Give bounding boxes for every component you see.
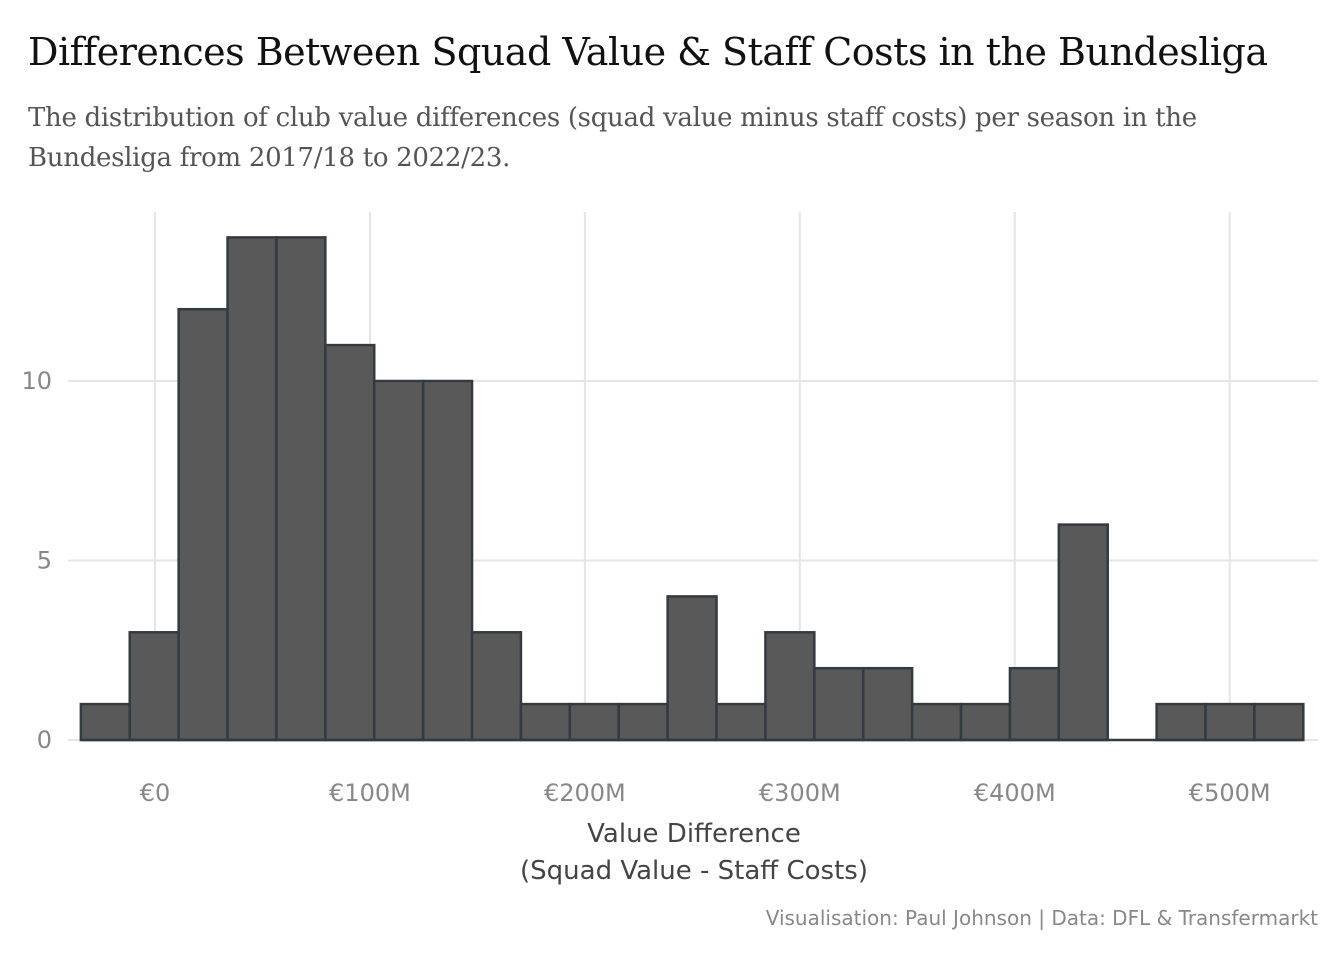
histogram-bar (568, 702, 620, 742)
chart-caption: Visualisation: Paul Johnson | Data: DFL … (765, 906, 1318, 930)
histogram-bar (1204, 702, 1256, 742)
x-tick-label: €300M (759, 779, 841, 807)
histogram-bar (715, 702, 767, 742)
histogram-bar (226, 236, 278, 742)
y-tick-label: 10 (21, 367, 52, 395)
histogram-bar (421, 379, 474, 742)
histogram-bar (764, 631, 816, 742)
y-tick-label: 5 (37, 547, 52, 575)
x-tick-label: €200M (544, 779, 626, 807)
histogram-bar (1008, 666, 1061, 742)
histogram-bars (79, 236, 1305, 742)
histogram-bar (470, 631, 523, 742)
y-axis-ticks: 0 5 10 (21, 367, 52, 754)
chart-title: Differences Between Squad Value & Staff … (28, 30, 1268, 74)
histogram-bar (1253, 702, 1305, 742)
x-axis-ticks: €0 €100M €200M €300M €400M €500M (140, 779, 1271, 807)
histogram-bar (324, 343, 376, 742)
histogram-bar (666, 595, 718, 742)
x-axis-title-line1: Value Difference (587, 819, 801, 849)
x-axis-title-line2: (Squad Value - Staff Costs) (520, 856, 868, 886)
chart-subtitle: The distribution of club value differenc… (28, 103, 1197, 173)
histogram-bar (1155, 702, 1207, 742)
x-tick-label: €400M (974, 779, 1056, 807)
x-tick-label: €100M (329, 779, 411, 807)
histogram-bar (910, 702, 963, 742)
histogram-bar (813, 666, 865, 742)
histogram-bar (275, 236, 327, 742)
histogram-bar (519, 702, 572, 742)
histogram-bar (177, 307, 229, 742)
histogram-bar (617, 702, 669, 742)
histogram-bar (861, 666, 914, 742)
y-tick-label: 0 (37, 726, 52, 754)
x-tick-label: €500M (1189, 779, 1271, 807)
x-tick-label: €0 (140, 779, 171, 807)
histogram-bar (128, 631, 180, 742)
histogram-bar (372, 379, 425, 742)
histogram-bar (959, 702, 1012, 742)
histogram-bar (1057, 523, 1109, 742)
histogram-bar (79, 702, 131, 742)
